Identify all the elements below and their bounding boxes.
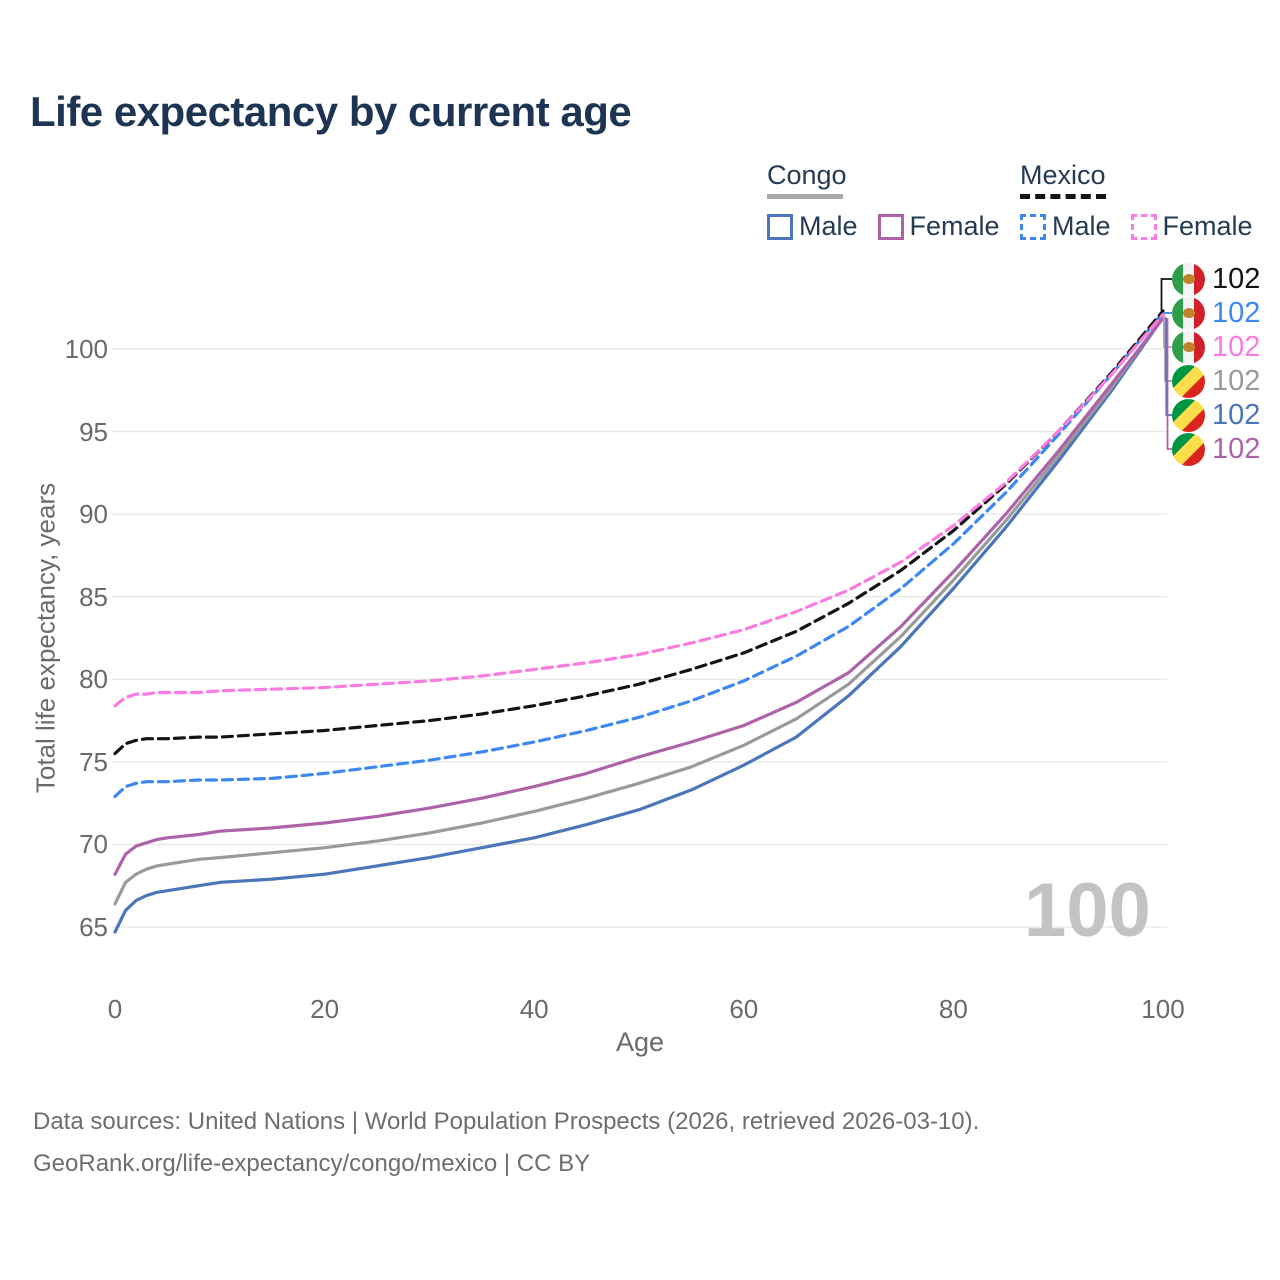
y-tick-70: 70 [79, 829, 108, 860]
end-value: 102 [1212, 297, 1261, 329]
footer-link: GeoRank.org/life-expectancy/congo/mexico… [33, 1150, 591, 1177]
legend-congo-female-swatch[interactable] [877, 213, 904, 240]
leader-line-congo-female [1166, 318, 1172, 450]
x-tick-40: 40 [519, 994, 549, 1024]
legend-congo-male-swatch[interactable] [767, 213, 793, 240]
y-tick-100: 100 [64, 334, 108, 364]
legend-congo-title[interactable]: Congo [767, 160, 847, 190]
legend-congo-male-label[interactable]: Male [799, 211, 858, 241]
y-tick-80: 80 [79, 664, 108, 695]
age-watermark: 100 [1024, 868, 1151, 953]
end-label-congo-female: 102 [1172, 432, 1260, 466]
mexico-flag-icon [1172, 262, 1205, 296]
end-value: 102 [1212, 433, 1261, 465]
footer-sources: Data sources: United Nations | World Pop… [33, 1108, 980, 1135]
legend-congo-female-label[interactable]: Female [909, 211, 1000, 241]
leader-line-congo-male [1165, 317, 1172, 416]
congo-flag-icon [1172, 398, 1205, 432]
legend-congo-underline [767, 194, 843, 199]
congo-flag-icon [1172, 364, 1205, 398]
mexico-flag-icon [1172, 296, 1205, 330]
x-tick-100: 100 [1141, 994, 1185, 1024]
end-label-mexico-total: 102 [1172, 262, 1260, 296]
legend-mexico-underline [1020, 194, 1106, 199]
x-tick-20: 20 [310, 994, 340, 1024]
series-line-mexico-total[interactable] [113, 309, 1165, 756]
y-tick-85: 85 [79, 581, 108, 612]
leader-line-congo-total [1164, 316, 1172, 382]
legend-mexico-male-swatch[interactable] [1020, 213, 1046, 240]
legend-group-congo: Congo Male Female [767, 160, 1020, 242]
x-tick-0: 0 [107, 994, 123, 1024]
end-label-congo-total: 102 [1172, 364, 1260, 398]
series-line-congo-male[interactable] [113, 316, 1165, 934]
end-label-mexico-female: 102 [1172, 330, 1260, 364]
end-label-mexico-male: 102 [1172, 296, 1260, 330]
x-tick-60: 60 [729, 994, 759, 1024]
leader-line-mexico-total [1160, 278, 1172, 311]
legend-mexico-male-label[interactable]: Male [1052, 211, 1111, 241]
legend-mexico-title[interactable]: Mexico [1020, 160, 1106, 190]
end-value: 102 [1212, 365, 1261, 397]
legend-group-mexico: Mexico Male Female [1020, 160, 1273, 242]
series-line-congo-total[interactable] [113, 315, 1165, 906]
x-tick-80: 80 [938, 994, 968, 1024]
end-value: 102 [1212, 331, 1261, 363]
series-line-mexico-female[interactable] [113, 312, 1165, 708]
mexico-emblem [1182, 274, 1195, 284]
x-axis-title: Age [615, 1027, 665, 1057]
y-tick-75: 75 [79, 746, 108, 777]
end-label-congo-male: 102 [1172, 398, 1260, 432]
leader-line-mexico-female [1163, 314, 1172, 348]
series-line-congo-female[interactable] [113, 316, 1165, 876]
mexico-emblem [1182, 342, 1195, 352]
end-value: 102 [1212, 399, 1261, 431]
page-title: Life expectancy by current age [30, 88, 632, 135]
congo-flag-icon [1172, 432, 1205, 466]
end-value: 102 [1212, 263, 1261, 295]
y-tick-90: 90 [79, 499, 108, 530]
legend-mexico-female-label[interactable]: Female [1162, 211, 1253, 241]
series-line-mexico-male[interactable] [113, 311, 1165, 799]
y-tick-65: 65 [79, 912, 108, 942]
legend-mexico-female-swatch[interactable] [1130, 213, 1157, 240]
mexico-flag-icon [1172, 330, 1205, 364]
mexico-emblem [1182, 308, 1195, 318]
y-tick-95: 95 [79, 416, 108, 447]
